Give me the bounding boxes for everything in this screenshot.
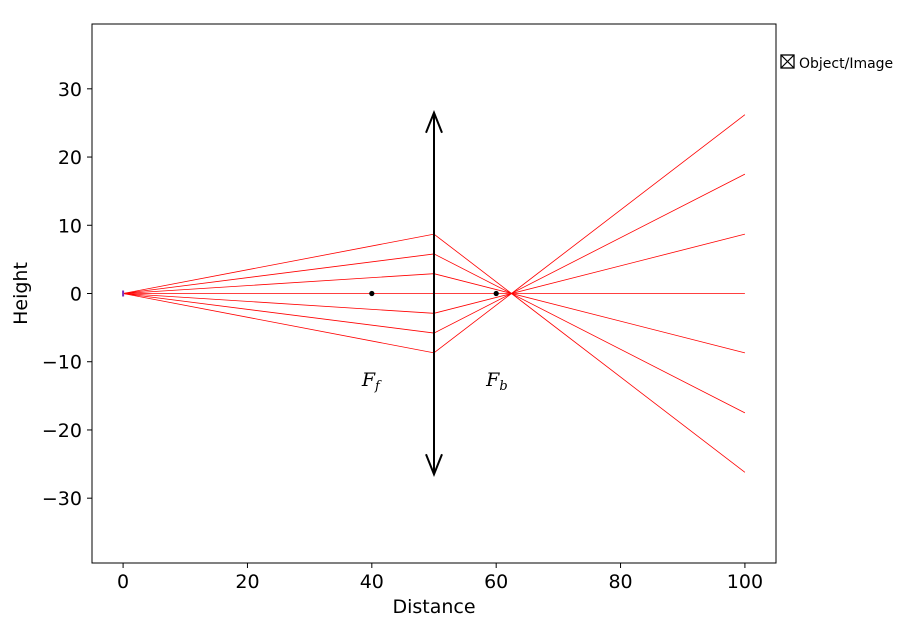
y-tick-label: −20 — [42, 420, 82, 442]
lens-bottom-arrowhead-icon — [425, 453, 443, 477]
x-tick-label: 80 — [608, 571, 632, 593]
y-axis-ticks: −30 −20 −10 0 10 20 30 — [42, 79, 92, 510]
x-tick-label: 0 — [117, 571, 129, 593]
legend-marker-cross-line — [780, 54, 795, 69]
focal-labels-layer: Ff Fb — [361, 369, 508, 394]
x-axis-label: Distance — [392, 596, 475, 618]
lens-top-arrowhead-icon — [425, 110, 443, 134]
y-tick-label: −10 — [42, 352, 82, 374]
y-axis-label: Height — [10, 262, 32, 325]
y-tick-label: 10 — [58, 215, 82, 237]
y-tick-label: 30 — [58, 79, 82, 101]
focal-point-dot-b — [493, 290, 499, 297]
legend-entry-label: Object/Image — [799, 56, 893, 72]
lens-layer — [425, 110, 443, 477]
focal-point-label-b: Fb — [485, 369, 508, 394]
focal-point-subscript: b — [499, 379, 507, 394]
y-tick-label: 0 — [70, 284, 82, 306]
focal-points-layer — [122, 290, 499, 297]
focal-point-subscript: f — [374, 379, 382, 394]
x-axis-ticks: 0 20 40 60 80 100 — [117, 563, 763, 593]
x-tick-label: 100 — [727, 571, 763, 593]
x-tick-label: 60 — [484, 571, 508, 593]
y-tick-label: −30 — [42, 488, 82, 510]
focal-point-dot-f — [369, 290, 375, 297]
y-tick-label: 20 — [58, 147, 82, 169]
focal-point-label-f: Ff — [361, 369, 382, 394]
x-tick-label: 20 — [235, 571, 259, 593]
x-tick-label: 40 — [360, 571, 384, 593]
legend-marker-box-icon — [780, 54, 795, 69]
legend: Object/Image — [780, 54, 893, 72]
